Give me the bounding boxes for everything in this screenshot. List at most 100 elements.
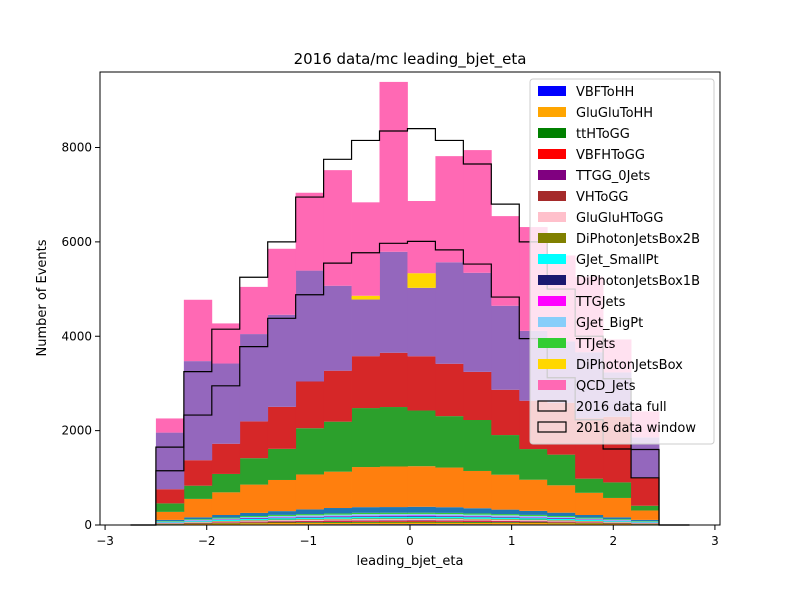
bar [379,466,408,508]
bar [211,363,241,444]
y-tick-label: 8000 [61,141,92,155]
bar [267,520,297,522]
legend-label: ttHToGG [576,127,630,142]
x-tick-label: 2 [609,534,617,548]
bar [547,520,576,521]
bar [155,511,185,520]
bar [295,522,325,523]
bar [435,514,464,516]
x-tick-label: −3 [96,534,114,548]
bar [407,356,436,411]
bar [267,523,297,525]
bar [183,498,213,518]
bar [435,507,464,513]
legend-label: 2016 data window [576,421,696,436]
bar [491,522,520,523]
bar [603,497,632,518]
legend-label: VBFToHH [576,85,634,100]
legend-swatch [538,254,566,264]
x-tick-label: 1 [508,534,516,548]
bar [379,515,408,517]
bar [267,514,297,516]
legend-entry: DiPhotonJetsBox2B [538,232,700,247]
legend-swatch [538,233,566,243]
series-ttgjets [155,515,660,523]
bar [547,485,576,513]
series-diphotonjetsbox1b [155,516,660,523]
bar [323,514,352,517]
bar [491,521,520,523]
bar [463,470,492,509]
series-diphotonjetsbox2b [155,518,660,524]
bar [435,156,464,263]
legend-entry: TTGG_0Jets [538,169,651,184]
bar [211,514,241,518]
bar [351,522,380,525]
bar [183,299,213,362]
legend-label: DiPhotonJetsBox1B [576,274,700,289]
bar [239,520,269,521]
bar [239,421,269,459]
bar [463,508,492,514]
legend-entry: GluGluToHH [538,106,653,121]
bar [407,521,436,523]
bar [519,521,548,523]
bar [211,521,241,523]
bar [435,522,464,525]
legend-label: VHToGG [576,190,629,205]
bar [155,519,185,522]
bar [491,474,520,510]
bar [463,516,492,518]
bar [351,516,380,517]
bar [379,516,408,519]
legend-swatch [538,275,566,285]
bar [435,516,464,519]
legend-entry: GJet_SmallPt [538,253,659,268]
series-gjet-bigpt [155,513,660,523]
bar [183,485,213,499]
bar [463,514,492,517]
legend-box [529,78,715,445]
bar [323,516,352,518]
bar [435,512,464,515]
bar [491,514,520,516]
bar [295,515,325,517]
bar [519,520,548,522]
bar [379,521,408,522]
bar [547,515,576,517]
bar [603,519,632,521]
bar [323,508,352,514]
bar [295,519,325,521]
bar [519,514,548,516]
bar [575,514,604,518]
bar [379,407,408,467]
bar [183,519,213,520]
bar [435,521,464,523]
series-gjet-smallpt [155,516,660,523]
series-vhtogg [155,520,660,524]
bar [295,270,325,382]
bar [491,509,520,515]
bar [155,418,185,433]
bar [519,449,548,480]
bar [547,522,576,524]
legend-entry: DiPhotonJetsBox [538,358,683,373]
legend-swatch [538,359,566,369]
x-axis-label: leading_bjet_eta [357,554,464,569]
bar [491,435,520,475]
bar [463,521,492,523]
bar [295,519,325,520]
legend-label: 2016 data full [576,400,667,415]
legend-entry: VHToGG [538,190,629,205]
legend-label: DiPhotonJetsBox [576,358,683,373]
bar [379,522,408,525]
bar [435,519,464,521]
bar [407,516,436,517]
bar [491,517,520,520]
legend-entry: ttHToGG [538,127,630,142]
bar [267,248,297,315]
legend-entry: QCD_Jets [538,379,636,394]
chart-title: 2016 data/mc leading_bjet_eta [294,50,527,69]
bar [519,510,548,515]
bar [631,521,660,522]
